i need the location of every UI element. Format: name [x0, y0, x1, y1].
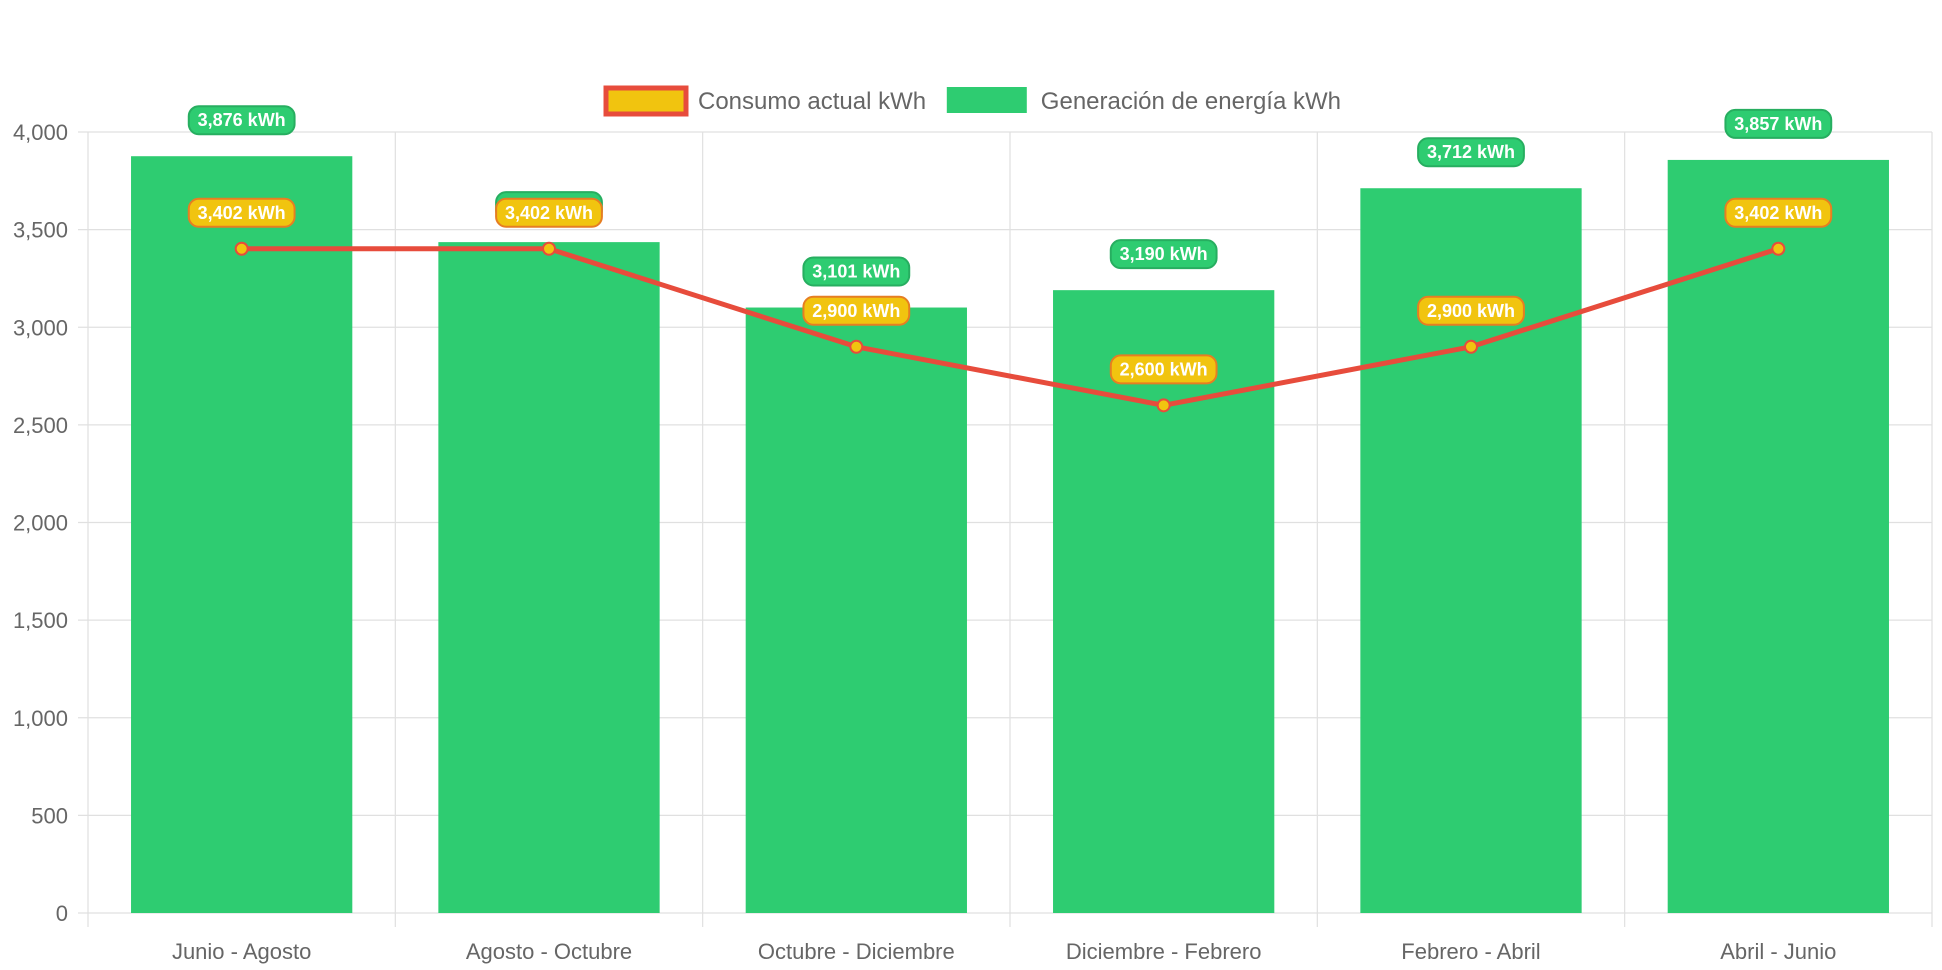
line-value-label: 2,900 kWh	[1427, 301, 1515, 321]
x-tick-label: Febrero - Abril	[1401, 939, 1540, 964]
line-value-label-badge	[1724, 197, 1833, 228]
bar-octubre-diciembre[interactable]	[745, 307, 967, 913]
line-value-label: 3,402 kWh	[1734, 203, 1822, 223]
line-value-label: 2,900 kWh	[812, 301, 900, 321]
line-point-junio-agosto[interactable]	[234, 241, 249, 256]
line-value-label-badge	[802, 295, 911, 326]
y-tick-label: 4,000	[13, 120, 68, 145]
line-value-label-badge	[1109, 354, 1218, 385]
y-tick-label: 3,000	[13, 315, 68, 340]
x-tick-label: Abril - Junio	[1720, 939, 1836, 964]
legend-swatch-consumo[interactable]	[603, 85, 689, 117]
bar-series	[131, 156, 1889, 914]
x-tick-label: Agosto - Octubre	[466, 939, 632, 964]
line-value-label: 2,600 kWh	[1120, 359, 1208, 379]
y-tick-label: 0	[56, 901, 68, 926]
line-value-label-badge	[1417, 295, 1525, 326]
legend-swatch-generacion[interactable]	[946, 87, 1027, 113]
y-tick-label: 2,500	[13, 413, 68, 438]
line-value-label: 3,402 kWh	[505, 203, 593, 223]
line-series	[234, 241, 1786, 413]
bar-value-label-badge	[1724, 108, 1833, 139]
y-tick-label: 1,500	[13, 608, 68, 633]
bar-value-label-badge	[802, 256, 911, 287]
legend[interactable]: Consumo actual kWh Generación de energía …	[603, 85, 1341, 117]
bar-value-label-badge	[1109, 239, 1218, 270]
line-point-febrero-abril[interactable]	[1464, 339, 1478, 354]
bar-agosto-octubre[interactable]	[438, 242, 660, 914]
line-point-agosto-octubre[interactable]	[542, 241, 556, 256]
line-value-label: 3,402 kWh	[198, 203, 286, 223]
bar-value-label: 3,876 kWh	[198, 110, 286, 130]
y-tick-label: 3,500	[13, 218, 68, 243]
x-tick-label: Octubre - Diciembre	[758, 939, 955, 964]
legend-label-generacion-de-energia-kwh[interactable]: Generación de energía kWh	[1041, 88, 1341, 115]
legend-label-consumo-actual-kwh[interactable]: Consumo actual kWh	[698, 88, 926, 115]
line-value-label-badge	[187, 197, 296, 228]
y-tick-label: 1,000	[13, 706, 68, 731]
bar-diciembre-febrero[interactable]	[1053, 290, 1275, 914]
bar-value-label: 3,101 kWh	[812, 262, 900, 282]
bar-value-label-badge	[1417, 137, 1525, 168]
x-tick-label: Junio - Agosto	[172, 939, 311, 964]
y-tick-label: 500	[31, 803, 68, 828]
line-value-label-badge	[495, 197, 603, 228]
line-point-abril-junio[interactable]	[1771, 241, 1786, 256]
grid-lines	[78, 131, 1933, 927]
bar-value-label: 3,857 kWh	[1734, 114, 1822, 134]
bar-abril-junio[interactable]	[1667, 159, 1889, 913]
x-tick-label: Diciembre - Febrero	[1066, 939, 1262, 964]
line-point-octubre-diciembre[interactable]	[849, 339, 864, 354]
y-tick-label: 2,000	[13, 511, 68, 536]
bar-value-label: 3,190 kWh	[1120, 244, 1208, 264]
bar-value-label: 3,712 kWh	[1427, 142, 1515, 162]
axes: 0 500 1,000 1,500 2,000 2,500 3,000 3,500 4,000 J…	[13, 120, 1836, 964]
consumption-line	[241, 246, 1780, 408]
bar-value-label-badge	[187, 105, 296, 136]
line-point-diciembre-febrero[interactable]	[1156, 398, 1171, 413]
bar-junio-agosto[interactable]	[131, 156, 353, 913]
